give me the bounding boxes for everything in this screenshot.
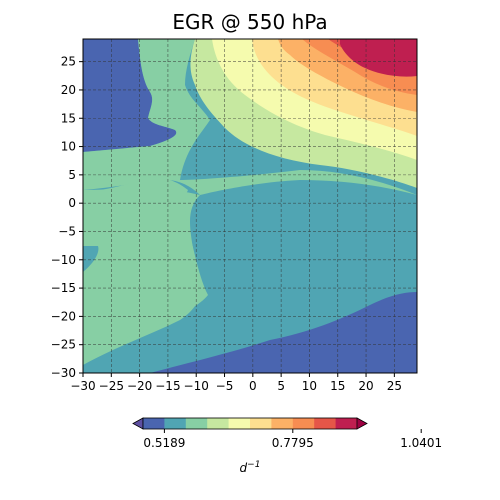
colorbar: 0.5189 0.7795 1.0401 d−1 (132, 417, 442, 475)
x-tick-label: −15 (155, 379, 180, 393)
x-tick-label: 0 (249, 379, 257, 393)
x-tick-label: −20 (127, 379, 152, 393)
colorbar-ticks: 0.5189 0.7795 1.0401 (143, 429, 442, 450)
contour-band-mid-left (83, 177, 208, 355)
colorbar-band (164, 418, 187, 429)
y-tick-label: −10 (51, 253, 76, 267)
colorbar-band (228, 418, 251, 429)
colorbar-band (250, 418, 272, 429)
contour-band-teal-notch (83, 246, 99, 272)
plot-area (83, 39, 417, 373)
y-tick-label: −5 (58, 224, 76, 238)
colorbar-bands (132, 417, 368, 430)
x-tick-label: −10 (184, 379, 209, 393)
contour-band-low-bottomright (150, 292, 417, 373)
y-tick-label: 15 (61, 111, 76, 125)
x-tick-label: 25 (387, 379, 402, 393)
y-axis: −30 −25 −20 −15 −10 −5 0 5 10 15 20 25 (51, 55, 83, 380)
colorbar-band (143, 418, 165, 429)
y-tick-label: 20 (61, 83, 76, 97)
colorbar-band (292, 418, 315, 429)
colorbar-band (271, 418, 294, 429)
colorbar-label-base: d (240, 461, 248, 475)
x-tick-label: −25 (99, 379, 124, 393)
colorbar-extend-min (132, 417, 144, 430)
y-tick-label: −20 (51, 309, 76, 323)
colorbar-band (185, 418, 208, 429)
x-tick-label: −5 (216, 379, 234, 393)
colorbar-extend-max (356, 417, 368, 430)
y-tick-label: 5 (68, 168, 76, 182)
grid-lines (83, 39, 417, 373)
y-tick-label: 25 (61, 55, 76, 69)
colorbar-band (335, 418, 358, 429)
y-tick-label: −30 (51, 366, 76, 380)
contour-band-bf1f50 (340, 39, 417, 77)
colorbar-tick-label: 0.7795 (272, 436, 314, 450)
chart-title: EGR @ 550 hPa (172, 10, 327, 34)
x-tick-label: 5 (277, 379, 285, 393)
plot-frame (82, 38, 418, 374)
x-tick-label: −30 (70, 379, 95, 393)
x-axis: −30 −25 −20 −15 −10 −5 0 5 10 15 20 25 (70, 373, 402, 393)
x-tick-label: 20 (358, 379, 373, 393)
colorbar-band (314, 418, 337, 429)
y-tick-label: −15 (51, 281, 76, 295)
colorbar-tick-label: 1.0401 (400, 436, 442, 450)
y-tick-label: 0 (68, 196, 76, 210)
x-tick-label: 10 (302, 379, 317, 393)
colorbar-band (207, 418, 230, 429)
y-tick-label: −25 (51, 338, 76, 352)
colorbar-label: d−1 (240, 460, 261, 475)
colorbar-tick-label: 0.5189 (143, 436, 185, 450)
contour-band-low-topleft (83, 39, 177, 152)
x-tick-label: 15 (330, 379, 345, 393)
colorbar-frame (142, 417, 358, 430)
colorbar-label-exponent: −1 (247, 460, 260, 470)
y-tick-label: 10 (61, 140, 76, 154)
